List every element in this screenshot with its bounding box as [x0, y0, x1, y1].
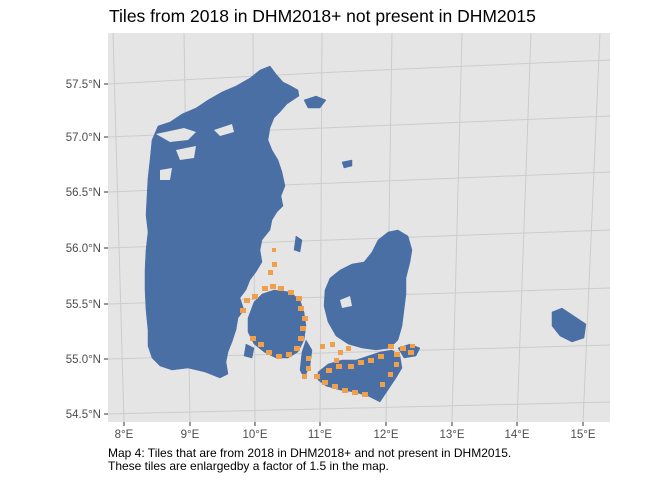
y-tick-label: 57.5°N [66, 79, 101, 91]
x-tick-label: 10°E [242, 429, 267, 441]
water-inlets [156, 124, 368, 308]
x-tick-label: 15°E [570, 429, 595, 441]
caption-line-1: Map 4: Tiles that are from 2018 in DHM20… [108, 446, 512, 460]
y-tick-label: 56.0°N [66, 243, 101, 255]
x-tick-label: 8°E [115, 429, 134, 441]
x-tick-label: 12°E [373, 429, 398, 441]
y-tick-label: 54.5°N [66, 409, 101, 421]
y-axis: 57.5°N 57.0°N 56.5°N 56.0°N 55.5°N 55.0°… [66, 79, 108, 421]
x-tick-label: 9°E [181, 429, 200, 441]
tiles-2018 [240, 248, 415, 397]
y-tick-label: 56.5°N [66, 187, 101, 199]
land-masses [144, 65, 587, 403]
y-tick-label: 55.0°N [66, 354, 101, 366]
caption-line-2: These tiles are enlargedby a factor of 1… [108, 459, 389, 473]
y-tick-label: 57.0°N [66, 132, 101, 144]
zealand [323, 229, 413, 351]
als [243, 343, 255, 359]
anholt [341, 159, 353, 169]
x-axis: 8°E 9°E 10°E 11°E 12°E 13°E 14°E 15°E [115, 422, 596, 441]
laeso [303, 95, 327, 109]
map-caption: Map 4: Tiles that are from 2018 in DHM20… [108, 447, 511, 473]
y-tick-label: 55.5°N [66, 299, 101, 311]
x-tick-label: 14°E [504, 429, 529, 441]
x-tick-label: 13°E [439, 429, 464, 441]
samso [293, 235, 303, 253]
jutland [144, 65, 300, 379]
bornholm [551, 307, 587, 343]
x-tick-label: 11°E [308, 429, 333, 441]
map-title: Tiles from 2018 in DHM2018+ not present … [109, 6, 536, 26]
